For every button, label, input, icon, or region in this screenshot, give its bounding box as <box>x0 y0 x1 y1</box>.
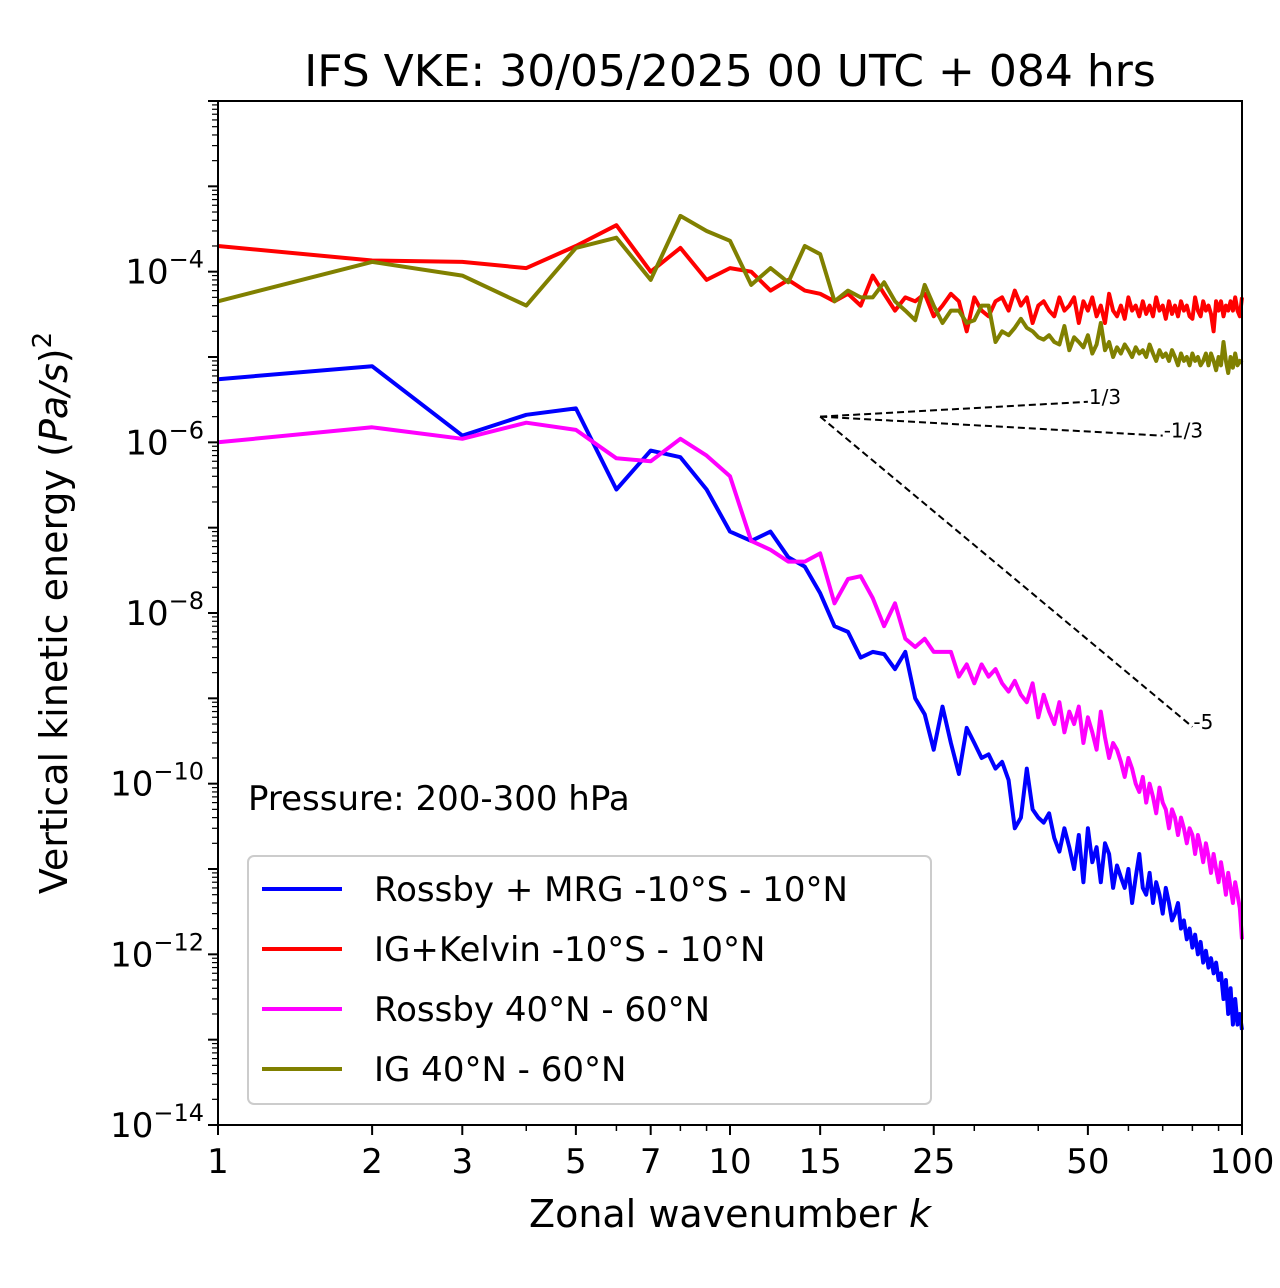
series-line-3 <box>217 213 1244 375</box>
x-tick-label: 15 <box>799 1142 842 1182</box>
slope-line-0 <box>820 400 1088 418</box>
x-tick-label: 3 <box>451 1142 473 1182</box>
legend-label-1: IG+Kelvin -10°S - 10°N <box>374 930 765 970</box>
series-line-0 <box>217 364 1244 1031</box>
legend-label-2: Rossby 40°N - 60°N <box>374 990 710 1030</box>
y-axis-label: Vertical kinetic energy (Pa/s)2 <box>28 332 76 894</box>
slope-label-1: -1/3 <box>1164 419 1203 443</box>
legend-box <box>247 855 932 1105</box>
slope-label-2: -5 <box>1193 710 1213 734</box>
pressure-annotation: Pressure: 200-300 hPa <box>248 779 630 819</box>
series-line-1 <box>217 223 1244 334</box>
chart-title: IFS VKE: 30/05/2025 00 UTC + 084 hrs <box>304 46 1156 97</box>
reference-slopes: 1/3 -1/3 -5 <box>819 385 1213 734</box>
series-line-2 <box>217 420 1244 940</box>
x-tick-label: 100 <box>1210 1142 1275 1182</box>
y-tick-label: 10−6 <box>125 416 204 463</box>
x-tick-label: 25 <box>912 1142 955 1182</box>
y-tick-label: 10−8 <box>125 587 204 634</box>
x-tick-label: 7 <box>640 1142 662 1182</box>
x-tick-label: 10 <box>708 1142 751 1182</box>
slope-label-0: 1/3 <box>1089 385 1121 409</box>
slope-line-2 <box>819 415 1194 728</box>
y-tick-label: 10−12 <box>110 928 204 975</box>
x-tick-label: 1 <box>207 1142 229 1182</box>
y-axis: 10−14 10−12 10−10 10−8 10−6 10−4 <box>110 100 218 1146</box>
x-axis-label: Zonal wavenumber k <box>529 1192 933 1236</box>
slope-line-1 <box>820 415 1163 437</box>
y-tick-label: 10−14 <box>110 1099 204 1146</box>
x-axis: 1 2 3 5 7 10 15 25 50 100 <box>207 1125 1274 1182</box>
legend-label-0: Rossby + MRG -10°S - 10°N <box>374 870 848 910</box>
y-tick-label: 10−10 <box>110 758 204 805</box>
legend-label-3: IG 40°N - 60°N <box>374 1050 626 1090</box>
x-tick-label: 2 <box>361 1142 383 1182</box>
x-tick-label: 50 <box>1066 1142 1109 1182</box>
data-series <box>217 213 1244 1031</box>
x-tick-label: 5 <box>565 1142 587 1182</box>
legend: Rossby + MRG -10°S - 10°N IG+Kelvin -10°S… <box>247 855 932 1105</box>
y-tick-label: 10−4 <box>125 246 204 293</box>
